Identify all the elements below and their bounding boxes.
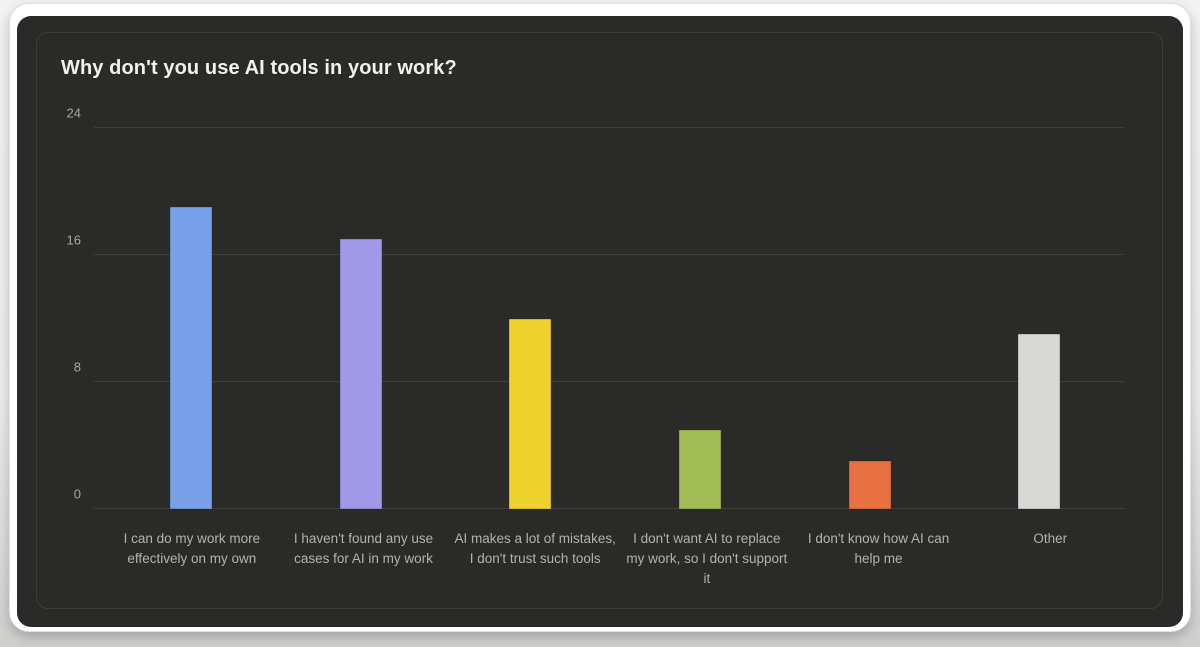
bar-cell-5 — [954, 128, 1124, 509]
x-label-1: I haven't found any use cases for AI in … — [293, 531, 434, 566]
bar-cell-2 — [445, 128, 615, 509]
bar-4 — [848, 461, 891, 509]
gridline-24 — [94, 127, 1124, 128]
bar-5 — [1018, 334, 1061, 509]
x-label-2: AI makes a lot of mistakes, I don't trus… — [454, 531, 616, 566]
plot-area — [94, 127, 1124, 509]
bar-3 — [678, 429, 721, 509]
x-axis-labels: I can do my work more effectively on my … — [106, 529, 1136, 589]
bar-cell-0 — [106, 128, 276, 509]
chart-card: Why don't you use AI tools in your work?… — [36, 32, 1163, 609]
bar-cell-4 — [785, 128, 955, 509]
chart-title: Why don't you use AI tools in your work? — [61, 57, 457, 79]
bar-cell-1 — [276, 128, 446, 509]
bar-0 — [169, 207, 212, 509]
x-label-3: I don't want AI to replace my work, so I… — [626, 531, 788, 586]
bar-1 — [339, 239, 382, 509]
y-axis: 0 8 16 24 — [37, 106, 81, 509]
outer-card: Why don't you use AI tools in your work?… — [9, 3, 1191, 632]
bar-2 — [509, 318, 552, 509]
gridline-8 — [94, 381, 1124, 382]
app-window: Why don't you use AI tools in your work?… — [17, 16, 1183, 627]
y-tick-label-0: 0 — [73, 486, 81, 502]
gridline-16 — [94, 254, 1124, 255]
bar-cell-3 — [615, 128, 785, 509]
gridline-0 — [94, 508, 1124, 509]
y-tick-label-16: 16 — [66, 232, 81, 248]
x-label-5: Other — [1033, 531, 1068, 546]
x-label-0: I can do my work more effectively on my … — [123, 531, 261, 566]
y-tick-label-24: 24 — [66, 105, 81, 121]
x-label-4: I don't know how AI can help me — [807, 531, 950, 566]
y-tick-label-8: 8 — [73, 359, 81, 375]
bars-row — [106, 128, 1124, 509]
